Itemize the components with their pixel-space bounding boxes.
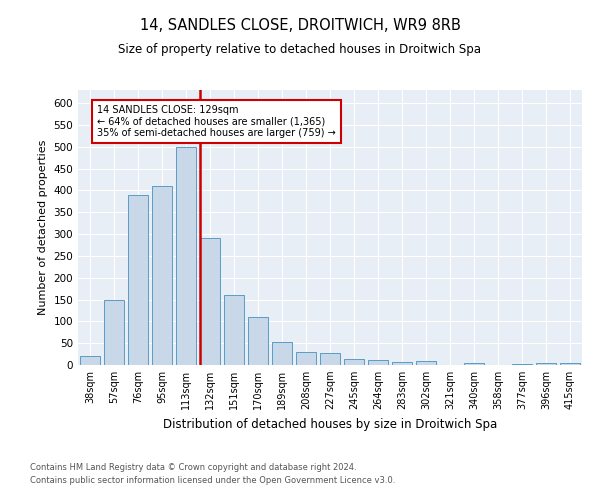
Bar <box>272 342 292 365</box>
Bar <box>512 364 532 365</box>
Bar <box>80 356 100 365</box>
Bar <box>224 295 244 365</box>
Bar <box>248 317 268 365</box>
Bar <box>176 146 196 365</box>
Bar <box>368 360 388 365</box>
X-axis label: Distribution of detached houses by size in Droitwich Spa: Distribution of detached houses by size … <box>163 418 497 430</box>
Text: Contains HM Land Registry data © Crown copyright and database right 2024.: Contains HM Land Registry data © Crown c… <box>30 464 356 472</box>
Bar <box>392 362 412 365</box>
Bar <box>560 363 580 365</box>
Bar <box>464 363 484 365</box>
Bar <box>416 360 436 365</box>
Text: Contains public sector information licensed under the Open Government Licence v3: Contains public sector information licen… <box>30 476 395 485</box>
Bar <box>152 186 172 365</box>
Bar <box>200 238 220 365</box>
Bar <box>320 353 340 365</box>
Bar <box>344 359 364 365</box>
Text: Size of property relative to detached houses in Droitwich Spa: Size of property relative to detached ho… <box>119 42 482 56</box>
Text: 14, SANDLES CLOSE, DROITWICH, WR9 8RB: 14, SANDLES CLOSE, DROITWICH, WR9 8RB <box>140 18 460 32</box>
Bar <box>104 300 124 365</box>
Text: 14 SANDLES CLOSE: 129sqm
← 64% of detached houses are smaller (1,365)
35% of sem: 14 SANDLES CLOSE: 129sqm ← 64% of detach… <box>97 106 336 138</box>
Bar <box>128 195 148 365</box>
Bar <box>296 352 316 365</box>
Bar <box>536 363 556 365</box>
Y-axis label: Number of detached properties: Number of detached properties <box>38 140 48 315</box>
